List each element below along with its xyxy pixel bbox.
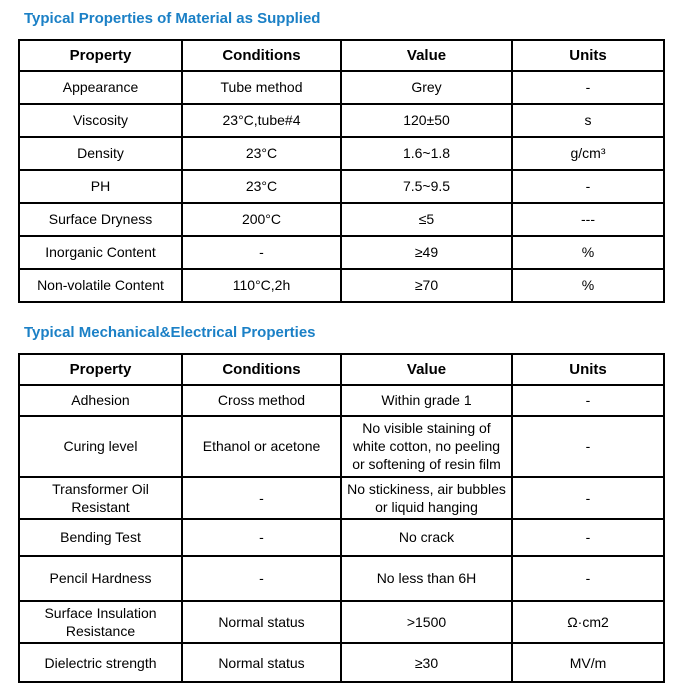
cell-conditions: -	[181, 235, 342, 270]
cell-conditions: Ethanol or acetone	[181, 415, 342, 478]
column-header-conditions: Conditions	[181, 39, 342, 72]
cell-units: s	[511, 103, 665, 138]
table-row: PH 23°C 7.5~9.5-	[18, 169, 665, 204]
cell-units: g/cm³	[511, 136, 665, 171]
table-row: Density 23°C 1.6~1.8 g/cm³	[18, 136, 665, 171]
cell-units: %	[511, 235, 665, 270]
cell-value: ≤5	[340, 202, 513, 237]
cell-property: Curing level	[18, 415, 183, 478]
cell-units: MV/m	[511, 642, 665, 684]
section-mechanical-electrical: Typical Mechanical&Electrical Properties…	[18, 324, 687, 684]
column-header-property: Property	[18, 39, 183, 72]
cell-value: Grey	[340, 70, 513, 105]
cell-conditions: Tube method	[181, 70, 342, 105]
cell-property: PH	[18, 169, 183, 204]
cell-property: Surface Insulation Resistance	[18, 599, 183, 645]
cell-units: -	[511, 169, 665, 204]
table-row: Surface Insulation Resistance Normal stat…	[18, 599, 665, 645]
cell-value: 1.6~1.8	[340, 136, 513, 171]
cell-property: Adhesion	[18, 384, 183, 417]
table-row: Surface Dryness 200°C ≤5 ---	[18, 202, 665, 237]
cell-value: No crack	[340, 517, 513, 557]
cell-conditions: 200°C	[181, 202, 342, 237]
cell-conditions: Normal status	[181, 642, 342, 684]
cell-property: Dielectric strength	[18, 642, 183, 684]
cell-units: -	[511, 554, 665, 602]
cell-property: Viscosity	[18, 103, 183, 138]
section-heading-mechanical-electrical: Typical Mechanical&Electrical Properties	[24, 324, 316, 341]
table-row: Dielectric strength Normal status ≥30 MV/m	[18, 642, 665, 684]
cell-value: 7.5~9.5	[340, 169, 513, 204]
table-row: Adhesion Cross method Within grade 1-	[18, 384, 665, 417]
table-header-row: Property Conditions Value Units	[18, 353, 665, 386]
cell-property: Bending Test	[18, 517, 183, 557]
cell-property: Transformer Oil Resistant	[18, 475, 183, 520]
cell-units: Ω·cm2	[511, 599, 665, 645]
table-row: Viscosity 23°C,tube#4 120±50 s	[18, 103, 665, 138]
cell-units: -	[511, 517, 665, 557]
cell-value: No visible staining of white cotton, no …	[340, 415, 513, 478]
cell-value: Within grade 1	[340, 384, 513, 417]
table-row: Transformer Oil Resistant - No stickiness,…	[18, 475, 665, 520]
cell-property: Pencil Hardness	[18, 554, 183, 602]
table-row: Bending Test - No crack -	[18, 517, 665, 557]
cell-value: >1500	[340, 599, 513, 645]
cell-value: ≥49	[340, 235, 513, 270]
cell-conditions: -	[181, 554, 342, 602]
column-header-property: Property	[18, 353, 183, 386]
table-row: Non-volatile Content 110°C,2h ≥70%	[18, 268, 665, 303]
cell-conditions: 110°C,2h	[181, 268, 342, 303]
cell-units: -	[511, 415, 665, 478]
cell-conditions: -	[181, 475, 342, 520]
column-header-value: Value	[340, 353, 513, 386]
cell-value: ≥70	[340, 268, 513, 303]
cell-property: Surface Dryness	[18, 202, 183, 237]
cell-conditions: -	[181, 517, 342, 557]
cell-property: Density	[18, 136, 183, 171]
cell-value: ≥30	[340, 642, 513, 684]
material-properties-table: Property Conditions Value Units Appearan…	[18, 39, 665, 303]
cell-value: 120±50	[340, 103, 513, 138]
table-header-row: Property Conditions Value Units	[18, 39, 665, 72]
cell-conditions: Cross method	[181, 384, 342, 417]
cell-property: Appearance	[18, 70, 183, 105]
cell-conditions: 23°C	[181, 136, 342, 171]
section-heading-material-supplied: Typical Properties of Material as Suppli…	[24, 10, 321, 27]
cell-units: %	[511, 268, 665, 303]
cell-units: ---	[511, 202, 665, 237]
document-page: Typical Properties of Material as Suppli…	[18, 10, 687, 684]
column-header-units: Units	[511, 353, 665, 386]
section-typical-properties: Typical Properties of Material as Suppli…	[18, 10, 687, 303]
cell-conditions: 23°C	[181, 169, 342, 204]
cell-units: -	[511, 384, 665, 417]
cell-property: Non-volatile Content	[18, 268, 183, 303]
column-header-conditions: Conditions	[181, 353, 342, 386]
cell-property: Inorganic Content	[18, 235, 183, 270]
cell-units: -	[511, 475, 665, 520]
table-row: Curing level Ethanol or acetone No visible…	[18, 415, 665, 478]
cell-value: No stickiness, air bubbles or liquid han…	[340, 475, 513, 520]
table-row: Inorganic Content - ≥49%	[18, 235, 665, 270]
column-header-value: Value	[340, 39, 513, 72]
cell-conditions: 23°C,tube#4	[181, 103, 342, 138]
cell-units: -	[511, 70, 665, 105]
mechanical-electrical-properties-table: Property Conditions Value Units Adhesion…	[18, 353, 665, 684]
table-row: Pencil Hardness - No less than 6H -	[18, 554, 665, 602]
cell-conditions: Normal status	[181, 599, 342, 645]
table-row: Appearance Tube method Grey -	[18, 70, 665, 105]
cell-value: No less than 6H	[340, 554, 513, 602]
column-header-units: Units	[511, 39, 665, 72]
